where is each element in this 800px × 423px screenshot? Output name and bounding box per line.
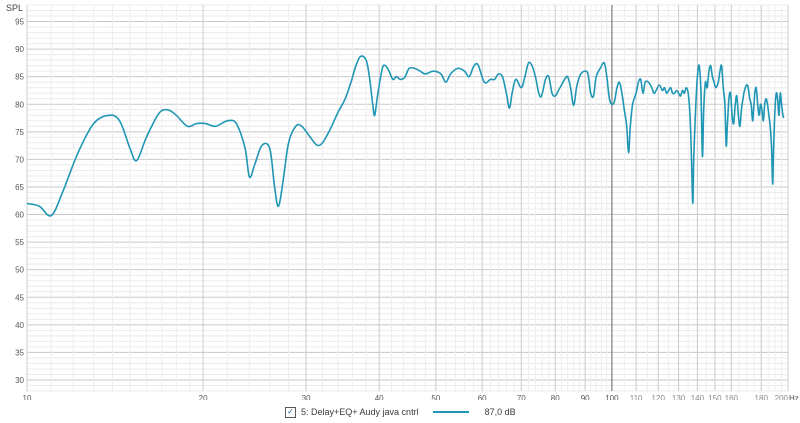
y-tick-label: 90 [15, 45, 24, 54]
y-tick-label: 35 [15, 348, 24, 357]
series-visibility-checkbox[interactable]: ✓ [285, 406, 296, 418]
x-tick-label: 70 [517, 394, 526, 400]
x-tick-label: 140 [691, 394, 705, 400]
legend-cursor-value: 87,0 dB [484, 407, 516, 417]
x-tick-label: 80 [551, 394, 560, 400]
series-layer [26, 55, 785, 217]
y-tick-label: 75 [15, 128, 24, 137]
y-axis: 95 90 85 80 75 70 65 60 55 50 45 40 35 30 [15, 18, 24, 385]
legend-series-label: 5: Delay+EQ+ Audy java cntrl [301, 407, 419, 417]
y-tick-label: 45 [15, 293, 24, 302]
y-tick-label: 30 [15, 376, 24, 385]
x-tick-label: 110 [630, 394, 643, 400]
x-tick-label: 120 [652, 394, 666, 400]
x-tick-label: 60 [478, 394, 487, 400]
x-axis: 10 20 30 40 50 60 70 80 90 100 110 120 130 140 150 160 1… [23, 394, 789, 403]
x-tick-label: 100 [605, 394, 619, 400]
x-tick-label: 150 [708, 394, 722, 400]
y-tick-label: 55 [15, 238, 24, 247]
x-tick-label: 180 [755, 394, 769, 400]
x-tick-label: 90 [581, 394, 590, 400]
y-tick-label: 65 [15, 183, 24, 192]
y-tick-label: 85 [15, 73, 24, 82]
y-axis-label: SPL [6, 3, 23, 13]
x-tick-label: 20 [199, 394, 208, 400]
x-tick-label: 10 [23, 394, 32, 400]
x-axis-unit: Hz [789, 394, 799, 400]
y-tick-label: 60 [15, 211, 24, 220]
x-tick-label: 30 [302, 394, 311, 400]
series-line[interactable] [26, 55, 785, 217]
x-tick-label: 40 [375, 394, 384, 400]
spl-chart[interactable]: 95 90 85 80 75 70 65 60 55 50 45 40 35 30 10 20 30 40 50 6… [0, 0, 800, 403]
x-tick-label: 130 [672, 394, 686, 400]
y-tick-label: 80 [15, 100, 24, 109]
x-tick-label: 50 [431, 394, 440, 400]
chart-grid [26, 4, 789, 392]
x-tick-label: 200 [775, 394, 789, 400]
x-tick-label: 160 [725, 394, 739, 400]
legend-color-swatch [432, 411, 469, 413]
y-tick-label: 50 [15, 266, 24, 275]
y-tick-label: 95 [15, 18, 24, 27]
y-tick-label: 70 [15, 155, 24, 164]
legend: ✓ 5: Delay+EQ+ Audy java cntrl 87,0 dB [285, 404, 516, 420]
y-tick-label: 40 [15, 321, 24, 330]
